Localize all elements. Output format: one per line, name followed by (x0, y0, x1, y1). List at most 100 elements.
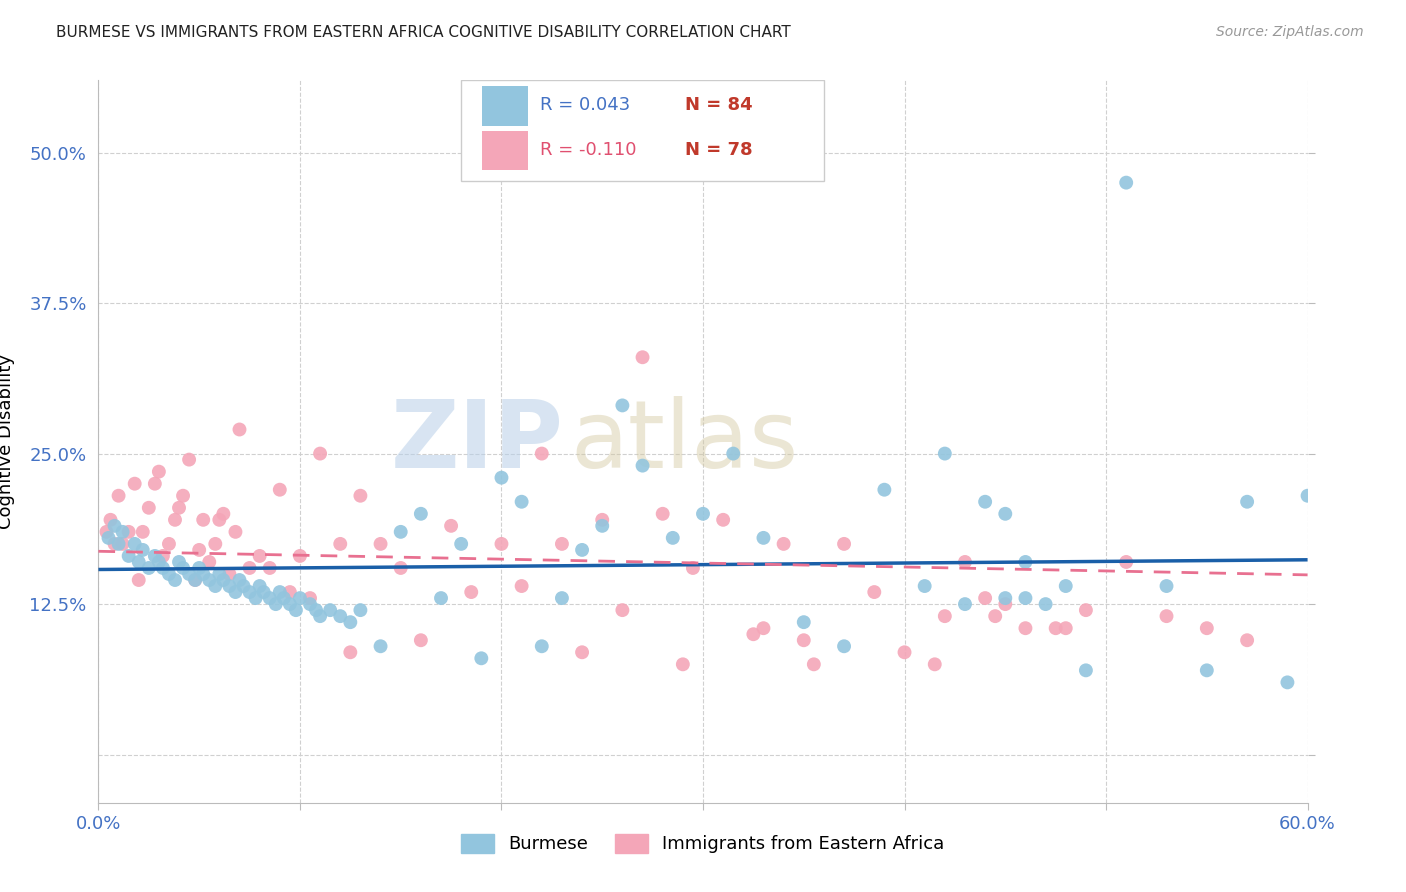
Point (259, 561, 281, 575)
Point (1277, 675, 1299, 690)
Point (1014, 555, 1036, 569)
Point (994, 591, 1017, 606)
Point (124, 476, 146, 491)
Point (184, 573, 207, 587)
Point (232, 579, 254, 593)
Point (339, 645, 361, 659)
Point (409, 507, 432, 521)
Point (193, 513, 215, 527)
Point (440, 519, 463, 533)
Point (530, 446, 553, 460)
Point (284, 603, 307, 617)
Point (953, 597, 976, 611)
Point (198, 573, 221, 587)
Point (510, 579, 533, 593)
Point (204, 537, 226, 551)
Text: atlas: atlas (569, 395, 799, 488)
Point (1054, 579, 1077, 593)
Point (288, 591, 311, 606)
Point (128, 555, 150, 569)
Point (651, 507, 673, 521)
Point (157, 537, 180, 551)
Text: R = 0.043: R = 0.043 (540, 95, 630, 113)
Point (1195, 621, 1218, 635)
Legend: Burmese, Immigrants from Eastern Africa: Burmese, Immigrants from Eastern Africa (453, 825, 953, 863)
Point (612, 603, 634, 617)
Point (96, 524, 118, 539)
Point (409, 633, 432, 648)
Point (470, 651, 492, 665)
Point (370, 639, 392, 653)
Point (167, 500, 190, 515)
Point (1045, 621, 1067, 635)
Point (1195, 664, 1218, 678)
Text: N = 84: N = 84 (685, 95, 752, 113)
Text: Source: ZipAtlas.com: Source: ZipAtlas.com (1216, 25, 1364, 39)
Point (1014, 591, 1036, 606)
Point (723, 446, 745, 460)
Point (914, 579, 936, 593)
Point (124, 537, 146, 551)
Point (143, 549, 166, 563)
Point (571, 645, 593, 659)
FancyBboxPatch shape (461, 80, 824, 181)
Point (118, 524, 141, 539)
Point (103, 537, 125, 551)
Point (793, 615, 815, 630)
Point (309, 446, 332, 460)
Point (319, 603, 342, 617)
Point (138, 500, 160, 515)
FancyBboxPatch shape (482, 87, 527, 126)
Point (184, 573, 207, 587)
Point (510, 494, 533, 508)
Point (491, 471, 513, 485)
Point (832, 639, 855, 653)
Point (893, 645, 915, 659)
Point (661, 531, 683, 545)
Point (224, 585, 246, 599)
Point (1156, 579, 1178, 593)
Point (1115, 555, 1137, 569)
Point (249, 579, 271, 593)
Point (163, 573, 186, 587)
Point (239, 561, 262, 575)
Point (188, 542, 211, 557)
Point (1156, 609, 1178, 624)
Point (631, 458, 654, 473)
Point (299, 591, 322, 606)
Point (389, 524, 412, 539)
Point (278, 597, 301, 611)
Point (1296, 489, 1319, 503)
Point (157, 567, 180, 582)
Point (179, 567, 201, 582)
Point (228, 423, 250, 437)
Point (612, 398, 634, 412)
Point (118, 549, 141, 563)
Point (934, 609, 956, 624)
Point (269, 585, 291, 599)
Point (460, 585, 482, 599)
Point (305, 603, 328, 617)
Point (245, 591, 267, 606)
Point (803, 657, 825, 672)
Point (1074, 603, 1097, 617)
Point (571, 542, 593, 557)
Point (253, 585, 276, 599)
Point (934, 446, 956, 460)
Point (1035, 597, 1057, 611)
Point (994, 597, 1017, 611)
Y-axis label: Cognitive Disability: Cognitive Disability (0, 354, 15, 529)
Point (273, 591, 295, 606)
Point (349, 603, 371, 617)
Point (152, 549, 174, 563)
Point (218, 579, 240, 593)
Text: N = 78: N = 78 (685, 141, 752, 159)
Point (530, 639, 553, 653)
Point (132, 542, 155, 557)
Text: ZIP: ZIP (391, 395, 564, 488)
Point (208, 513, 231, 527)
Point (188, 561, 211, 575)
Point (551, 591, 574, 606)
Point (551, 537, 574, 551)
Point (711, 513, 734, 527)
